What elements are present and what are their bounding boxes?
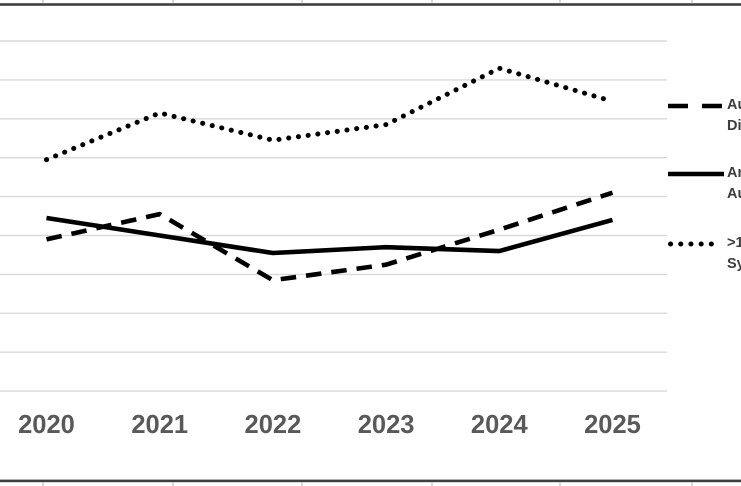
series-line-dotted [44, 65, 615, 163]
legend: Au Di An Au >1 Sy [668, 0, 741, 486]
legend-sample-dashed-icon [668, 103, 722, 109]
legend-label-line: An [727, 165, 741, 181]
series-line-dashed [45, 190, 614, 283]
legend-sample-dotted-icon [668, 241, 724, 247]
x-axis-label: 2021 [131, 411, 188, 439]
x-axis-label: 2020 [18, 411, 75, 439]
bottom-border [0, 479, 741, 483]
legend-label: An Au [727, 163, 741, 205]
legend-label-line: Di [727, 118, 741, 134]
legend-label: >1 Sy [727, 233, 741, 275]
legend-label-line: Sy [727, 256, 741, 272]
legend-label: Au Di [727, 95, 741, 137]
legend-label-line: Au [727, 186, 741, 202]
legend-label-line: Au [727, 97, 741, 113]
legend-item-solid: An Au [668, 162, 741, 208]
x-axis-label: 2022 [245, 411, 302, 439]
legend-sample-solid-icon [668, 171, 724, 177]
top-border [0, 3, 741, 6]
legend-label-line: >1 [727, 235, 741, 251]
legend-item-dashed: Au Di [668, 94, 741, 140]
x-axis-label: 2023 [358, 411, 415, 439]
series-line-solid [46, 215, 614, 256]
x-axis-label: 2025 [584, 411, 641, 439]
legend-item-dotted: >1 Sy [668, 232, 741, 278]
x-axis-label: 2024 [471, 411, 529, 439]
